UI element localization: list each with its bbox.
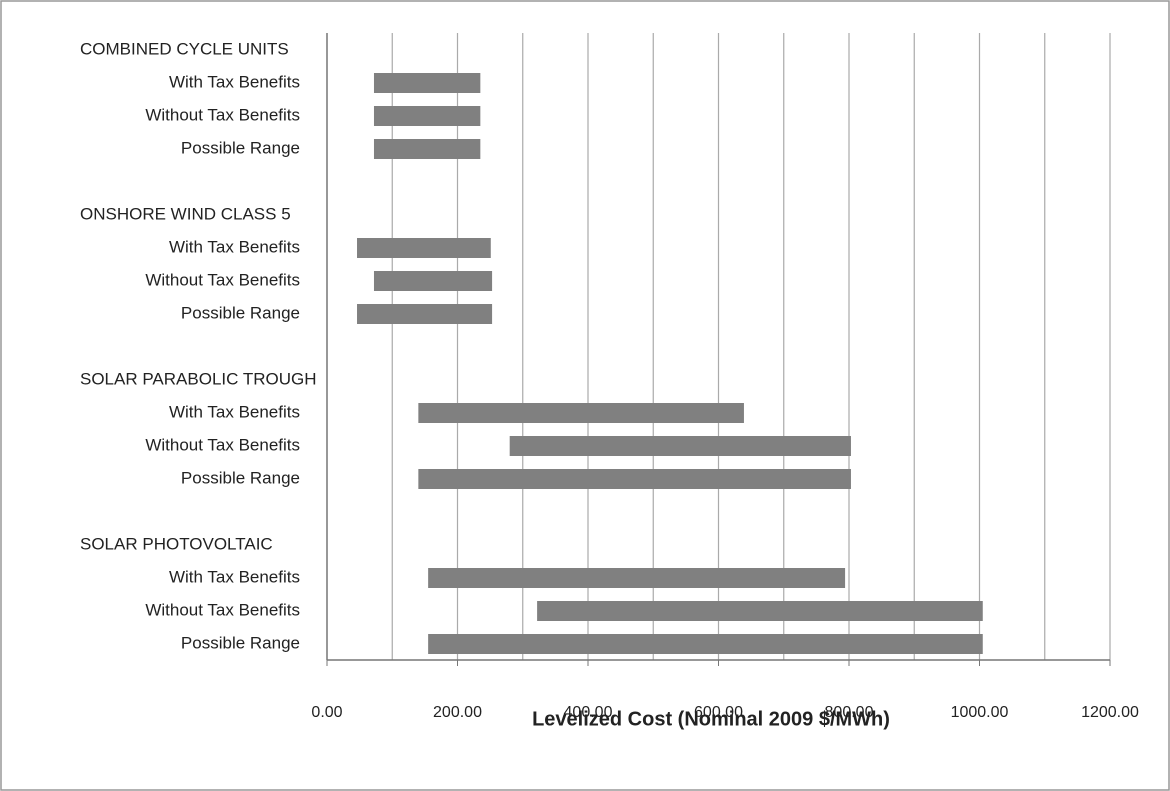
range-bar <box>373 271 493 291</box>
range-bar <box>537 601 983 621</box>
x-tick-label: 0.00 <box>311 704 342 721</box>
y-tick-label: Without Tax Benefits <box>145 435 300 454</box>
x-tick-label: 1200.00 <box>1081 704 1139 721</box>
range-bar <box>373 106 481 126</box>
y-tick-label: With Tax Benefits <box>169 72 300 91</box>
x-tick-label: 600.00 <box>694 704 743 721</box>
range-bar <box>373 73 481 93</box>
range-bar <box>357 238 491 258</box>
y-tick-label: With Tax Benefits <box>169 567 300 586</box>
range-bar <box>418 403 744 423</box>
x-axis-label: Levelized Cost (Nominal 2009 $/MWh) <box>532 708 890 730</box>
y-tick-label: With Tax Benefits <box>169 402 300 421</box>
y-tick-label: Without Tax Benefits <box>145 105 300 124</box>
range-bar <box>373 139 481 159</box>
x-tick-label: 800.00 <box>825 704 874 721</box>
y-tick-label: Possible Range <box>181 633 300 652</box>
x-tick-label: 400.00 <box>564 704 613 721</box>
range-bar <box>357 304 493 324</box>
range-bar <box>418 469 851 489</box>
range-bar <box>428 568 846 588</box>
y-tick-label: Possible Range <box>181 303 300 322</box>
y-tick-label: Without Tax Benefits <box>145 270 300 289</box>
group-label: COMBINED CYCLE UNITS <box>80 39 289 58</box>
y-tick-label: Possible Range <box>181 468 300 487</box>
group-label: SOLAR PHOTOVOLTAIC <box>80 534 273 553</box>
group-label: SOLAR PARABOLIC TROUGH <box>80 369 316 388</box>
x-tick-label: 200.00 <box>433 704 482 721</box>
y-tick-label: With Tax Benefits <box>169 237 300 256</box>
y-tick-label: Possible Range <box>181 138 300 157</box>
group-label: ONSHORE WIND CLASS 5 <box>80 204 291 223</box>
x-tick-label: 1000.00 <box>951 704 1009 721</box>
range-bar <box>428 634 983 654</box>
y-tick-label: Without Tax Benefits <box>145 600 300 619</box>
range-bar <box>509 436 851 456</box>
